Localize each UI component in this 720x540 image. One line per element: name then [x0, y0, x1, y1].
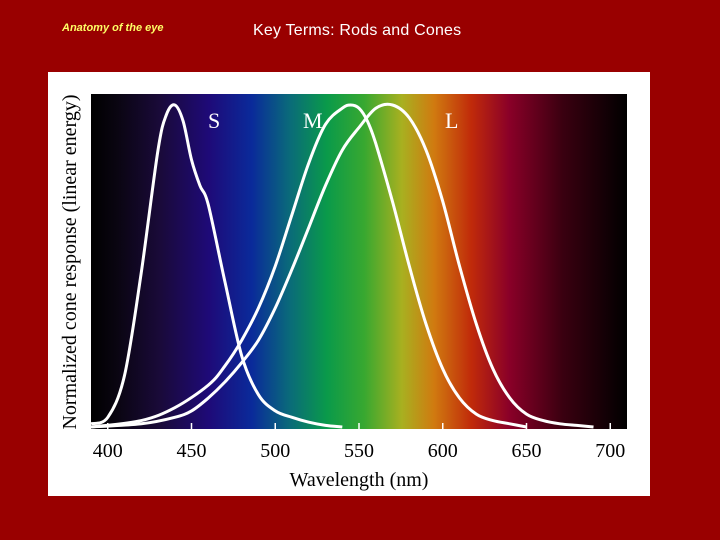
x-tick-label: 650 [512, 440, 542, 462]
x-tick-label: 400 [93, 440, 123, 462]
cone-response-chart: S M L 400 450 500 550 600 650 700 Wavelength (nm… [59, 94, 627, 491]
x-tick-label: 600 [428, 440, 458, 462]
slide-header: Anatomy of the eye [62, 22, 164, 34]
series-l-label: L [445, 108, 458, 133]
slide-title: Key Terms: Rods and Cones [253, 22, 462, 39]
x-tick-label: 450 [177, 440, 207, 462]
chart-panel: S M L 400 450 500 550 600 650 700 Wavelength (nm… [48, 72, 650, 496]
spectrum-plot-area [91, 94, 627, 429]
x-tick-label: 700 [595, 440, 625, 462]
series-s-curve [90, 103, 343, 429]
x-axis-label: Wavelength (nm) [290, 469, 429, 491]
x-tick-label: 500 [260, 440, 290, 462]
series-m-curve [90, 103, 527, 429]
series-m-label: M [303, 108, 323, 133]
y-axis-label: Normalized cone response (linear energy) [59, 94, 81, 429]
series-s-label: S [208, 108, 220, 133]
series-l-curve [90, 102, 594, 429]
x-tick-label: 550 [344, 440, 374, 462]
